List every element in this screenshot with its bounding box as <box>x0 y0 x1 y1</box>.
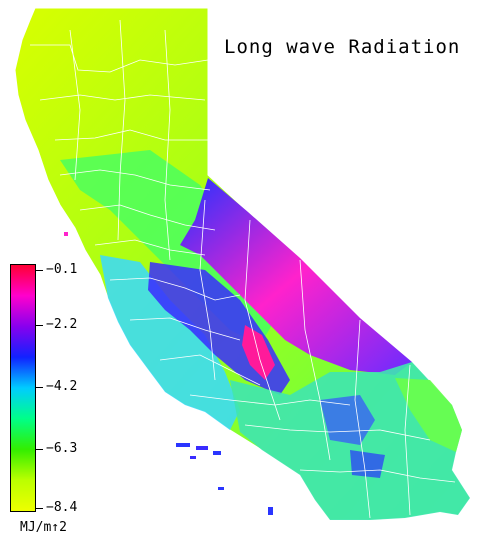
legend-units: MJ/m↑2 <box>20 520 67 535</box>
county-lines <box>30 19 456 519</box>
coast-range-region <box>100 255 240 430</box>
legend-tick <box>36 508 43 509</box>
map-title: Long wave Radiation <box>224 36 461 58</box>
legend-label-min: −8.4 <box>46 500 78 515</box>
legend-label-max: −0.1 <box>46 262 78 277</box>
coastal-speck <box>64 232 68 236</box>
legend-label: −2.2 <box>46 317 78 332</box>
legend-label: −6.3 <box>46 441 78 456</box>
eastern-green-strip <box>395 378 462 452</box>
legend-tick <box>36 270 43 271</box>
legend-tick <box>36 325 43 326</box>
sierra-region <box>180 178 412 375</box>
legend-label: −4.2 <box>46 379 78 394</box>
legend-tick <box>36 449 43 450</box>
channel-islands <box>176 443 273 515</box>
color-legend-bar <box>10 264 36 512</box>
south-blue-patch <box>320 395 375 445</box>
legend-tick <box>36 387 43 388</box>
